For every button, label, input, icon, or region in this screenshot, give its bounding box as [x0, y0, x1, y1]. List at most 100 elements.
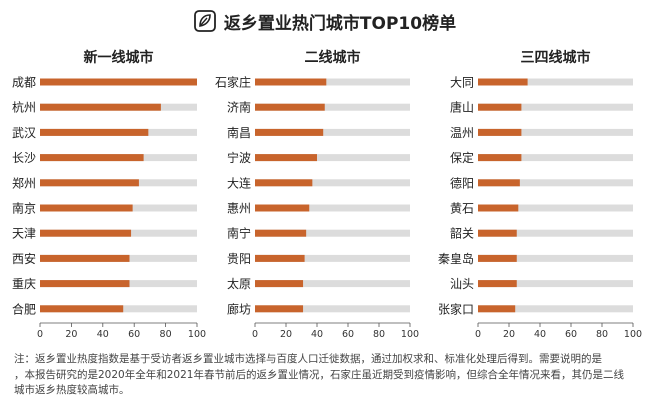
footnote-line-1: 注：返乡置业热度指数是基于受访者返乡置业城市选择与百度人口迁徙数据，通过加权求和… — [14, 353, 602, 365]
category-label: 德阳 — [450, 175, 474, 190]
bar-track — [255, 280, 410, 288]
bar-track — [478, 78, 633, 86]
bar-track — [478, 254, 633, 262]
bar — [40, 103, 161, 111]
x-tick-label: 20 — [503, 329, 515, 340]
x-tick-label: 60 — [342, 329, 354, 340]
category-label: 合肥 — [12, 301, 36, 316]
x-tick-label: 100 — [401, 329, 419, 340]
x-tick-label: 20 — [280, 329, 292, 340]
bar — [478, 229, 517, 237]
x-tick-label: 60 — [565, 329, 577, 340]
category-label: 太原 — [227, 276, 251, 291]
bar — [40, 128, 149, 136]
bar — [478, 128, 522, 136]
leaf-logo-icon — [194, 10, 216, 32]
category-label: 大连 — [227, 175, 251, 190]
category-label: 长沙 — [12, 151, 36, 165]
bar-track — [255, 229, 410, 237]
x-tick-label: 60 — [128, 329, 140, 340]
bar — [478, 78, 528, 86]
category-label: 保定 — [450, 150, 474, 165]
x-tick-label: 80 — [596, 329, 608, 340]
footnote: 注：返乡置业热度指数是基于受访者返乡置业城市选择与百度人口迁徙数据，通过加权求和… — [14, 352, 638, 399]
x-tick-label: 80 — [373, 329, 385, 340]
category-label: 重庆 — [12, 277, 36, 291]
bar — [40, 254, 130, 262]
x-tick-label: 100 — [624, 329, 642, 340]
category-label: 西安 — [12, 251, 36, 266]
bar — [255, 204, 310, 212]
bar — [40, 280, 130, 288]
panel-title: 二线城市 — [305, 49, 361, 66]
bar — [40, 204, 133, 212]
panel-title: 新一线城市 — [84, 49, 154, 66]
x-tick-label: 40 — [97, 329, 109, 340]
x-tick-label: 0 — [37, 329, 43, 340]
category-label: 汕头 — [450, 277, 474, 291]
bar-track — [478, 154, 633, 162]
category-label: 南宁 — [227, 226, 251, 241]
x-tick-label: 0 — [475, 329, 481, 340]
x-tick-label: 40 — [534, 329, 546, 340]
bar — [255, 254, 305, 262]
bar — [255, 305, 304, 313]
bar — [40, 229, 132, 237]
bar-track — [255, 204, 410, 212]
bar — [478, 254, 517, 262]
category-label: 石家庄 — [215, 75, 251, 90]
bar-track — [478, 305, 633, 313]
bar — [255, 229, 307, 237]
category-label: 唐山 — [450, 100, 474, 115]
bar — [255, 103, 325, 111]
bar — [478, 305, 516, 313]
bar — [478, 280, 517, 288]
chart-header: 返乡置业热门城市TOP10榜单 — [0, 8, 650, 34]
bar-track — [255, 305, 410, 313]
category-label: 温州 — [450, 126, 474, 140]
category-label: 宁波 — [227, 150, 251, 165]
x-tick-label: 0 — [252, 329, 258, 340]
bar-track — [478, 229, 633, 237]
category-label: 张家口 — [438, 301, 474, 316]
bar-track — [255, 128, 410, 136]
bar-track — [255, 78, 410, 86]
bar — [478, 204, 519, 212]
bar-track — [478, 103, 633, 111]
bar — [255, 179, 313, 187]
x-tick-label: 80 — [160, 329, 172, 340]
x-tick-label: 20 — [65, 329, 77, 340]
category-label: 济南 — [227, 100, 251, 115]
bar — [40, 179, 139, 187]
category-label: 贵阳 — [227, 252, 251, 266]
x-tick-label: 40 — [311, 329, 323, 340]
bar — [255, 154, 317, 162]
category-label: 南京 — [12, 201, 36, 216]
bar — [478, 154, 522, 162]
bar-track — [478, 128, 633, 136]
bar — [40, 78, 197, 86]
category-label: 武汉 — [12, 126, 36, 140]
x-tick-label: 100 — [188, 329, 206, 340]
bar-track — [255, 103, 410, 111]
category-label: 廊坊 — [227, 301, 251, 316]
bar — [40, 154, 144, 162]
chart-title: 返乡置业热门城市TOP10榜单 — [223, 13, 457, 34]
bar — [478, 179, 520, 187]
category-label: 成都 — [12, 76, 36, 90]
bar-track — [478, 204, 633, 212]
category-label: 南昌 — [227, 125, 251, 140]
bar — [255, 128, 324, 136]
bar-track — [255, 179, 410, 187]
bar-track — [478, 280, 633, 288]
category-label: 郑州 — [12, 175, 36, 190]
category-label: 大同 — [450, 76, 474, 90]
category-label: 韶关 — [450, 226, 474, 241]
bar — [478, 103, 522, 111]
bar-track — [255, 254, 410, 262]
footnote-line-3: 城市返乡热度较高城市。 — [14, 384, 130, 396]
bar — [255, 280, 304, 288]
footnote-line-2: ，本报告研究的是2020年全年和2021年春节前后的返乡置业情况，石家庄虽近期受… — [14, 368, 624, 381]
category-label: 天津 — [12, 227, 36, 241]
